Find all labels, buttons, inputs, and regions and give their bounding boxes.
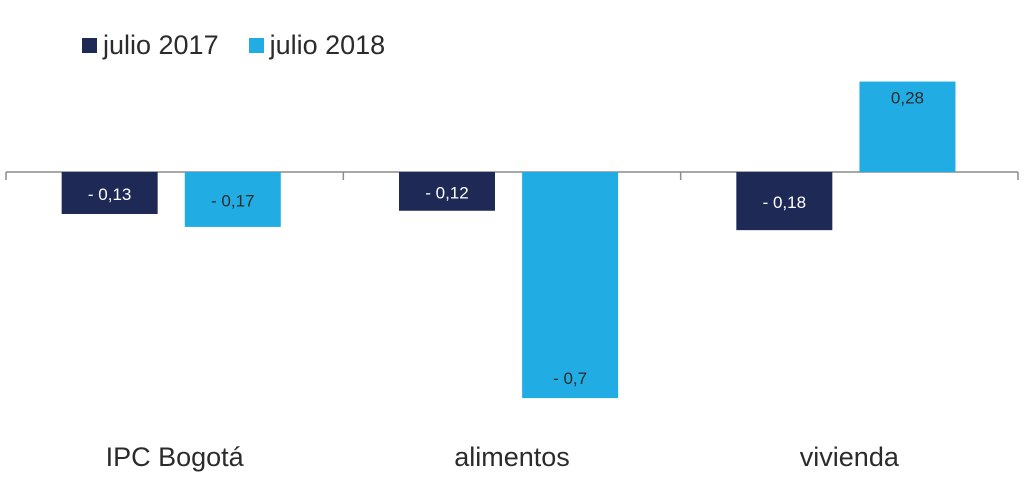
legend-swatch-julio-2017 (82, 38, 97, 53)
category-label: alimentos (454, 442, 570, 472)
legend-label-julio-2017: julio 2017 (103, 30, 219, 60)
bar-julio-2017-0 (61, 172, 158, 214)
data-label: - 0,18 (763, 193, 806, 212)
legend-item-julio-2018: julio 2018 (248, 30, 386, 61)
bar-julio-2017-2 (736, 172, 833, 231)
category-label: IPC Bogotá (106, 442, 245, 472)
legend-label-julio-2018: julio 2018 (269, 30, 386, 60)
legend: julio 2017 julio 2018 (82, 30, 415, 61)
data-label: - 0,7 (553, 369, 587, 388)
bar-julio-2018-1 (522, 172, 619, 399)
bar-julio-2017-1 (398, 172, 495, 211)
legend-swatch-julio-2018 (248, 38, 264, 53)
legend-item-julio-2017: julio 2017 (82, 30, 219, 61)
bar-julio-2018-0 (184, 172, 281, 227)
data-label: - 0,13 (88, 185, 131, 204)
data-label: 0,28 (891, 89, 924, 108)
bar-julio-2018-2 (859, 81, 956, 172)
category-label: vivienda (800, 442, 900, 472)
data-label: - 0,12 (425, 183, 468, 202)
data-label: - 0,17 (211, 191, 254, 210)
